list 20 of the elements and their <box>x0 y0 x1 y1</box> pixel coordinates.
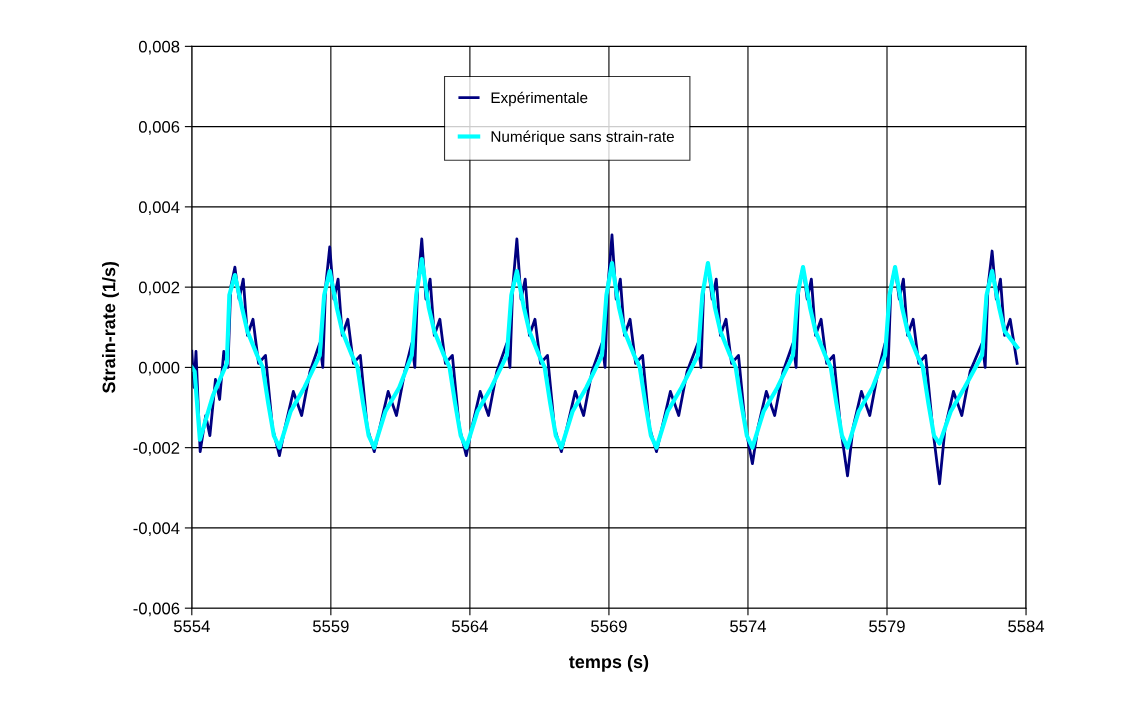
x-tick-label: 5569 <box>591 620 627 633</box>
legend-label: Numérique sans strain-rate <box>491 130 674 146</box>
x-tick-label: 5584 <box>1008 620 1045 633</box>
x-axis-title: temps (s) <box>569 654 649 672</box>
x-tick-label: 5559 <box>312 620 349 633</box>
x-tick-label: 5579 <box>869 620 905 633</box>
legend-label: Expérimentale <box>491 91 588 107</box>
y-tick-label: -0,006 <box>133 602 180 617</box>
y-axis-title: Strain-rate (1/s) <box>102 261 119 393</box>
x-tick-label: 5564 <box>452 620 488 633</box>
y-tick-label: -0,002 <box>133 442 180 456</box>
x-tick-label: 5574 <box>730 620 767 633</box>
y-tick-label: 0,004 <box>138 201 180 216</box>
y-tick-label: 0,008 <box>138 40 180 55</box>
y-tick-label: -0,004 <box>133 522 180 537</box>
y-tick-label: 0,006 <box>138 121 180 135</box>
y-tick-label: 0,002 <box>138 281 180 296</box>
x-tick-label: 5554 <box>173 620 210 633</box>
line-series <box>191 256 1020 450</box>
y-tick-label: 0,000 <box>138 361 180 376</box>
